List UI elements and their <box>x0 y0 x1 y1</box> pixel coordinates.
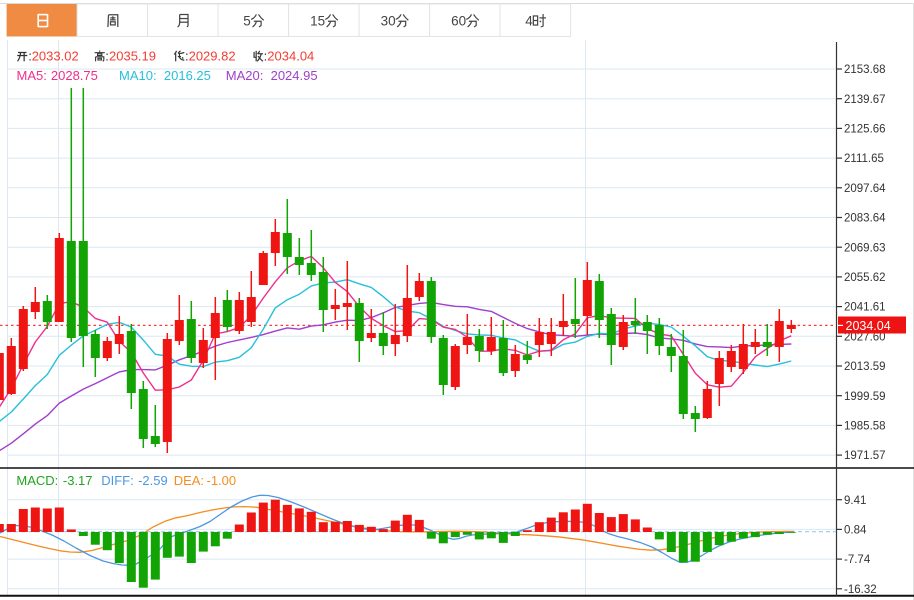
svg-text:2083.64: 2083.64 <box>844 213 886 225</box>
svg-text::: : <box>264 49 268 64</box>
svg-text:2153.68: 2153.68 <box>844 64 886 76</box>
svg-text:2041.61: 2041.61 <box>844 302 886 314</box>
svg-text:MACD:: MACD: <box>16 473 58 488</box>
svg-text:0.84: 0.84 <box>844 525 867 537</box>
svg-text:2013.59: 2013.59 <box>844 361 886 373</box>
svg-text:1985.58: 1985.58 <box>844 421 886 433</box>
svg-text:2027.60: 2027.60 <box>844 331 886 343</box>
svg-text:2034.04: 2034.04 <box>267 49 314 64</box>
svg-text:4: 4 <box>525 14 533 29</box>
svg-text:-3.17: -3.17 <box>63 473 93 488</box>
svg-text:9.41: 9.41 <box>844 495 866 507</box>
svg-text:2139.67: 2139.67 <box>844 94 886 106</box>
svg-text:2097.64: 2097.64 <box>844 183 886 195</box>
svg-text:-1.00: -1.00 <box>207 473 237 488</box>
svg-text:-7.74: -7.74 <box>844 554 871 566</box>
svg-text:30: 30 <box>381 14 396 29</box>
svg-text:2069.63: 2069.63 <box>844 242 886 254</box>
svg-text:MA10:: MA10: <box>119 68 157 83</box>
svg-text::: : <box>28 49 32 64</box>
svg-text:-2.59: -2.59 <box>138 473 168 488</box>
svg-text:DEA:: DEA: <box>174 473 204 488</box>
svg-text:15: 15 <box>310 14 325 29</box>
svg-text:2029.82: 2029.82 <box>189 49 236 64</box>
svg-text:2024.95: 2024.95 <box>271 68 318 83</box>
svg-text:2055.62: 2055.62 <box>844 272 886 284</box>
svg-text:2034.04: 2034.04 <box>846 319 891 333</box>
svg-text::: : <box>105 49 109 64</box>
svg-text:5: 5 <box>243 14 251 29</box>
svg-text:1999.59: 1999.59 <box>844 391 886 403</box>
svg-text:2016.25: 2016.25 <box>164 68 211 83</box>
svg-text:2028.75: 2028.75 <box>51 68 98 83</box>
svg-text:2111.65: 2111.65 <box>844 153 884 165</box>
svg-text:60: 60 <box>451 14 466 29</box>
svg-text:2125.66: 2125.66 <box>844 124 886 136</box>
svg-text:DIFF:: DIFF: <box>101 473 134 488</box>
svg-text:MA20:: MA20: <box>226 68 264 83</box>
svg-text:2033.02: 2033.02 <box>32 49 79 64</box>
svg-text:2035.19: 2035.19 <box>109 49 156 64</box>
svg-text::: : <box>185 49 189 64</box>
svg-text:1971.57: 1971.57 <box>844 450 886 462</box>
svg-text:MA5:: MA5: <box>17 68 47 83</box>
svg-text:-16.32: -16.32 <box>844 584 877 596</box>
